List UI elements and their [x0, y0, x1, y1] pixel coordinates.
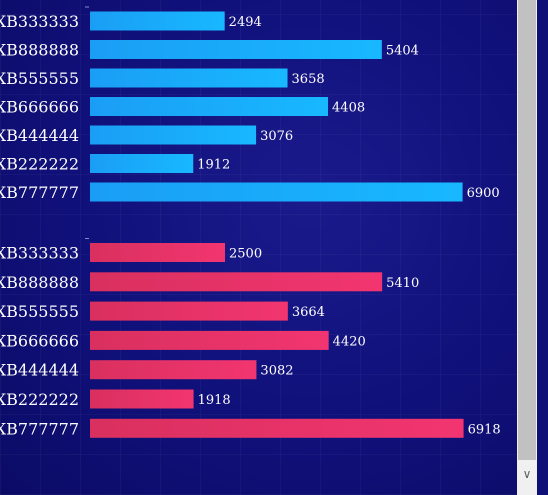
- vertical-scrollbar[interactable]: ∨: [517, 0, 537, 495]
- bar: [90, 11, 225, 31]
- value-label: 1912: [197, 158, 230, 173]
- value-label: 3658: [292, 72, 325, 87]
- value-label: 2494: [229, 15, 262, 30]
- category-label: XB888888: [0, 273, 79, 292]
- bar: [90, 125, 257, 145]
- category-label: XB333333: [0, 244, 79, 263]
- bar: [90, 330, 329, 350]
- bar: [90, 40, 382, 59]
- value-label: 6900: [467, 186, 500, 201]
- bar: [90, 360, 257, 380]
- value-label: 4408: [332, 101, 365, 116]
- value-label: 6918: [468, 422, 501, 437]
- category-label: XB222222: [0, 390, 79, 409]
- value-label: 5404: [386, 44, 419, 59]
- chart-panel: XB333333 2494 XB888888 5404 XB555555 3658 XB66…: [0, 0, 517, 495]
- value-label: 5410: [386, 276, 419, 291]
- category-label: XB222222: [0, 155, 79, 174]
- bar: [90, 243, 225, 262]
- category-label: XB444444: [0, 361, 79, 380]
- value-label: 1918: [198, 393, 231, 408]
- scrollbar-thumb[interactable]: [518, 0, 536, 460]
- value-label: 3082: [260, 364, 293, 379]
- bar: [90, 301, 288, 321]
- category-label: XB555555: [0, 69, 79, 88]
- chart-top: XB333333 2494 XB888888 5404 XB555555 3658 XB66…: [0, 6, 500, 202]
- bar-charts: XB333333 2494 XB888888 5404 XB555555 3658 XB66…: [0, 6, 501, 438]
- bar: [90, 97, 329, 116]
- category-label: XB777777: [0, 183, 79, 202]
- value-label: 4420: [333, 334, 366, 349]
- window-edge: [537, 0, 548, 495]
- bar: [90, 418, 464, 438]
- value-label: 2500: [229, 247, 262, 262]
- bar: [90, 389, 194, 409]
- bar: [90, 68, 288, 88]
- value-label: 3664: [292, 305, 325, 320]
- chart-bottom: XB333333 2500 XB888888 5410 XB555555 3664 XB66…: [0, 238, 501, 438]
- bar: [90, 154, 194, 173]
- category-label: XB777777: [0, 419, 79, 438]
- category-label: XB333333: [0, 12, 79, 31]
- chevron-down-icon[interactable]: ∨: [522, 467, 532, 481]
- category-label: XB555555: [0, 302, 79, 321]
- category-label: XB888888: [0, 41, 79, 60]
- category-label: XB444444: [0, 126, 79, 145]
- value-label: 3076: [260, 129, 293, 144]
- bar: [90, 182, 463, 202]
- category-label: XB666666: [0, 98, 79, 117]
- bar: [90, 272, 383, 292]
- category-label: XB666666: [0, 331, 79, 350]
